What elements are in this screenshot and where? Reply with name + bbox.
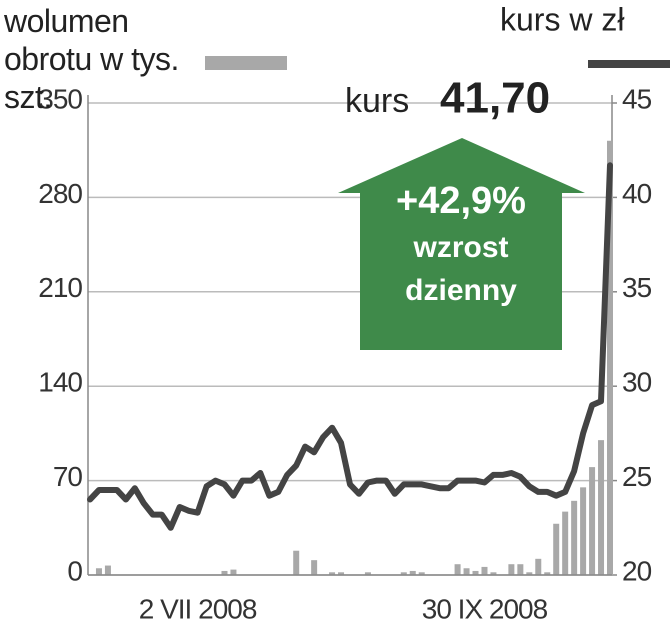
bar xyxy=(589,467,596,575)
annotation: wzrost xyxy=(412,231,508,264)
bar xyxy=(544,572,551,575)
legend-label: wolumen obrotu w tys. szt. xyxy=(4,3,179,115)
bar xyxy=(472,570,479,575)
bar xyxy=(598,440,605,575)
bar xyxy=(535,558,542,575)
y2-tick-label: 20 xyxy=(622,555,652,586)
bar xyxy=(400,572,407,575)
bar xyxy=(338,572,345,575)
bar xyxy=(463,568,470,575)
bar xyxy=(580,487,587,575)
bar xyxy=(517,564,524,575)
y-tick-label: 70 xyxy=(53,461,83,492)
price-line xyxy=(87,162,613,531)
bar xyxy=(364,572,371,575)
annotation: kurs xyxy=(345,82,409,120)
bar xyxy=(454,564,461,575)
bar xyxy=(553,523,560,575)
annotation: +42,9% xyxy=(396,180,526,222)
y-tick-label: 210 xyxy=(38,272,82,303)
bar xyxy=(481,566,488,575)
y-tick-label: 350 xyxy=(38,83,82,114)
bar xyxy=(311,560,318,575)
bar xyxy=(230,569,237,575)
bar xyxy=(329,572,336,575)
annotation: dzienny xyxy=(405,274,517,307)
bar xyxy=(95,568,102,575)
bar xyxy=(490,572,497,575)
bar xyxy=(104,565,111,575)
legend-label: kurs w zł xyxy=(500,1,624,37)
annotation: 41,70 xyxy=(440,74,550,123)
bar xyxy=(409,570,416,575)
y2-tick-label: 35 xyxy=(622,272,652,303)
bar xyxy=(562,511,569,575)
bar xyxy=(607,140,613,575)
y-tick-label: 0 xyxy=(67,555,82,586)
x-tick-label: 30 IX 2008 xyxy=(422,593,548,624)
legend-swatch xyxy=(205,56,287,70)
y-tick-label: 140 xyxy=(38,367,82,398)
bar xyxy=(508,564,515,575)
bar xyxy=(418,572,425,575)
y-tick-label: 280 xyxy=(38,178,82,209)
y2-tick-label: 25 xyxy=(622,461,652,492)
x-tick-label: 2 VII 2008 xyxy=(139,593,257,624)
y2-tick-label: 45 xyxy=(622,83,652,114)
bar xyxy=(221,570,228,575)
arrow xyxy=(338,138,585,350)
y2-tick-label: 30 xyxy=(622,367,652,398)
bar xyxy=(293,550,300,575)
bar xyxy=(526,572,533,575)
bar xyxy=(571,500,578,575)
y2-tick-label: 40 xyxy=(622,178,652,209)
